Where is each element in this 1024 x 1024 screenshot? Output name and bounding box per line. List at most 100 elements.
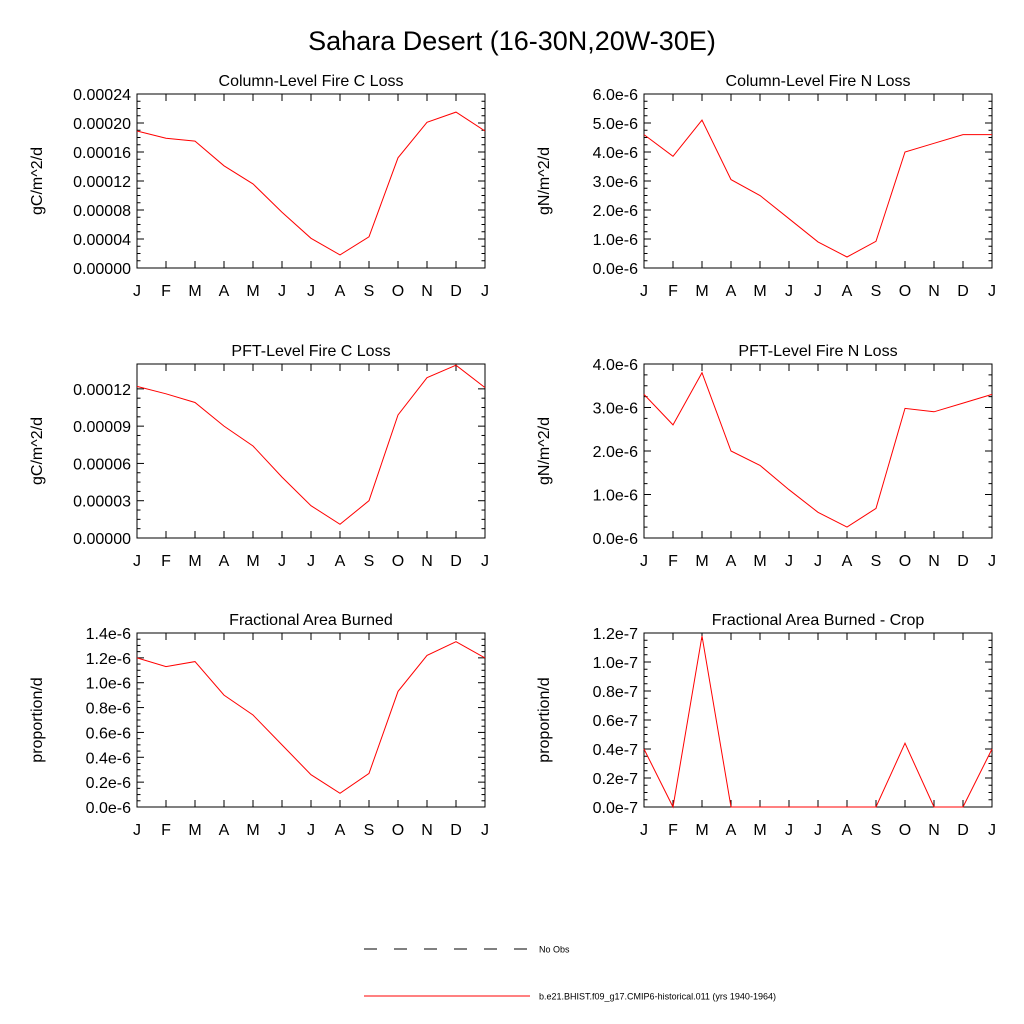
series-line-1 bbox=[136, 111, 486, 256]
x-tick-label: J bbox=[481, 553, 489, 570]
y-tick-label: 0.00000 bbox=[73, 261, 131, 278]
y-tick-label: 0.0e-6 bbox=[593, 261, 638, 278]
x-tick-label: J bbox=[307, 553, 315, 570]
x-tick-label: A bbox=[726, 822, 737, 839]
x-tick-label: O bbox=[392, 283, 404, 300]
y-tick-label: 0.00000 bbox=[73, 531, 131, 548]
x-tick-label: O bbox=[899, 822, 911, 839]
y-tick-label: 0.00004 bbox=[73, 232, 131, 249]
chart-title: Fractional Area Burned bbox=[229, 612, 393, 629]
y-tick-label: 1.0e-6 bbox=[593, 488, 638, 505]
x-tick-label: J bbox=[278, 553, 286, 570]
y-tick-label: 0.4e-6 bbox=[86, 750, 131, 767]
y-tick-label: 1.4e-6 bbox=[86, 626, 131, 643]
y-tick-label: 0.00024 bbox=[73, 87, 131, 104]
x-tick-label: S bbox=[871, 822, 882, 839]
chart-panel-5: Fractional Area Burned proportion/d 0.0e-6… bbox=[29, 612, 489, 839]
y-tick-label: 0.6e-6 bbox=[86, 725, 131, 742]
x-tick-label: A bbox=[219, 553, 230, 570]
legend-label-1: No Obs bbox=[539, 945, 570, 955]
x-tick-label: F bbox=[668, 553, 678, 570]
y-tick-label: 0.0e-6 bbox=[86, 800, 131, 817]
x-tick-label: A bbox=[335, 822, 346, 839]
x-tick-label: D bbox=[957, 283, 969, 300]
y-tick-label: 3.0e-6 bbox=[593, 174, 638, 191]
x-tick-label: M bbox=[753, 283, 766, 300]
panels-group: Column-Level Fire C Loss gC/m^2/d 0.00000 0… bbox=[29, 73, 996, 839]
chart-title: Fractional Area Burned - Crop bbox=[712, 612, 925, 629]
x-tick-label: J bbox=[988, 553, 996, 570]
figure-title: Sahara Desert (16-30N,20W-30E) bbox=[308, 26, 716, 56]
x-tick-label: O bbox=[392, 822, 404, 839]
y-tick-label: 1.0e-6 bbox=[593, 232, 638, 249]
y-tick-label: 0.00012 bbox=[73, 174, 131, 191]
chart-title: Column-Level Fire N Loss bbox=[726, 73, 911, 90]
y-tick-label: 0.0e-7 bbox=[593, 800, 638, 817]
x-tick-label: S bbox=[871, 283, 882, 300]
x-tick-label: A bbox=[842, 553, 853, 570]
y-tick-label: 0.8e-6 bbox=[86, 701, 131, 718]
plot-frame bbox=[136, 632, 486, 808]
y-tick-label: 0.00008 bbox=[73, 203, 131, 220]
x-tick-label: J bbox=[278, 283, 286, 300]
x-tick-label: M bbox=[188, 283, 201, 300]
y-tick-label: 4.0e-6 bbox=[593, 357, 638, 374]
x-tick-label: M bbox=[695, 822, 708, 839]
x-tick-label: A bbox=[726, 553, 737, 570]
y-tick-label: 0.00006 bbox=[73, 456, 131, 473]
x-tick-label: J bbox=[988, 822, 996, 839]
x-tick-label: J bbox=[133, 553, 141, 570]
x-tick-label: S bbox=[364, 822, 375, 839]
x-tick-label: J bbox=[481, 283, 489, 300]
y-tick-label: 0.00016 bbox=[73, 145, 131, 162]
x-tick-label: F bbox=[161, 822, 171, 839]
x-tick-label: F bbox=[668, 283, 678, 300]
x-tick-label: N bbox=[421, 283, 433, 300]
x-tick-label: J bbox=[785, 822, 793, 839]
x-tick-label: S bbox=[871, 553, 882, 570]
y-tick-label: 1.0e-6 bbox=[86, 676, 131, 693]
series-line-1 bbox=[643, 119, 992, 258]
plot-frame bbox=[643, 632, 993, 808]
chart-panel-6: Fractional Area Burned - Crop proportion/… bbox=[536, 612, 996, 839]
x-tick-label: N bbox=[928, 822, 940, 839]
chart-title: Column-Level Fire C Loss bbox=[219, 73, 404, 90]
x-tick-label: J bbox=[814, 553, 822, 570]
plot-frame bbox=[136, 363, 486, 539]
x-tick-label: O bbox=[392, 553, 404, 570]
chart-title: PFT-Level Fire N Loss bbox=[738, 343, 897, 360]
x-tick-label: D bbox=[957, 822, 969, 839]
y-tick-label: 0.8e-7 bbox=[593, 684, 638, 701]
series-line-1 bbox=[643, 371, 993, 528]
x-tick-label: J bbox=[785, 553, 793, 570]
x-tick-label: D bbox=[450, 283, 462, 300]
x-tick-label: M bbox=[753, 553, 766, 570]
x-tick-label: J bbox=[307, 283, 315, 300]
y-axis-label: gC/m^2/d bbox=[29, 417, 46, 485]
x-tick-label: S bbox=[364, 283, 375, 300]
y-tick-label: 0.00012 bbox=[73, 382, 131, 399]
x-tick-label: J bbox=[307, 822, 315, 839]
chart-title: PFT-Level Fire C Loss bbox=[231, 343, 390, 360]
y-tick-label: 0.00009 bbox=[73, 419, 131, 436]
y-tick-label: 0.00020 bbox=[73, 116, 131, 133]
x-tick-label: M bbox=[188, 553, 201, 570]
x-tick-label: S bbox=[364, 553, 375, 570]
x-tick-label: J bbox=[640, 283, 648, 300]
x-tick-label: F bbox=[668, 822, 678, 839]
chart-panel-1: Column-Level Fire C Loss gC/m^2/d 0.00000 0… bbox=[29, 73, 489, 300]
x-tick-label: J bbox=[988, 283, 996, 300]
y-tick-label: 1.0e-7 bbox=[593, 655, 638, 672]
y-tick-label: 1.2e-7 bbox=[593, 626, 638, 643]
x-tick-label: A bbox=[219, 283, 230, 300]
x-tick-label: D bbox=[957, 553, 969, 570]
y-axis-label: gN/m^2/d bbox=[536, 147, 553, 215]
x-tick-label: O bbox=[899, 553, 911, 570]
x-tick-label: N bbox=[928, 553, 940, 570]
chart-panel-2: Column-Level Fire N Loss gN/m^2/d 0.0e-6 1.… bbox=[536, 73, 996, 300]
y-tick-label: 0.6e-7 bbox=[593, 713, 638, 730]
chart-panel-4: PFT-Level Fire N Loss gN/m^2/d 0.0e-6 1.0e-… bbox=[536, 343, 996, 570]
y-tick-label: 1.2e-6 bbox=[86, 651, 131, 668]
x-tick-label: M bbox=[246, 822, 259, 839]
